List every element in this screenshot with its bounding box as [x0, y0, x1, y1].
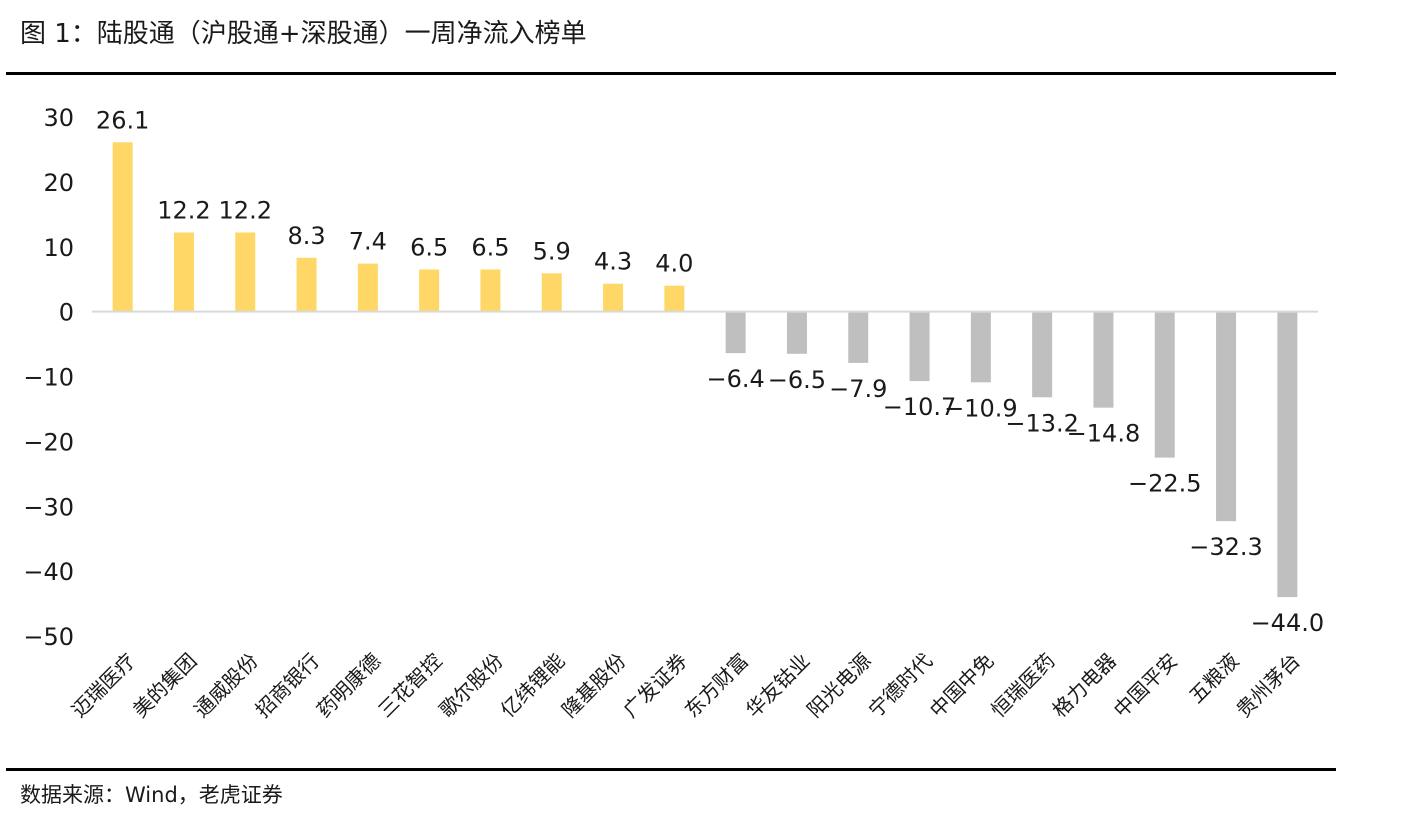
- bar-1: [112, 142, 133, 312]
- bar-7: [480, 269, 501, 312]
- x-category-label: 格力电器: [1047, 649, 1121, 723]
- y-tick-label: −40: [23, 558, 74, 586]
- bar-6: [419, 269, 440, 312]
- y-tick-label: 20: [43, 169, 74, 197]
- x-category-label: 美的集团: [128, 649, 202, 723]
- bar-value-label: −14.8: [1067, 420, 1141, 448]
- bar-11: [725, 311, 746, 354]
- bar-17: [1093, 311, 1114, 408]
- x-category-label: 通威股份: [189, 649, 263, 723]
- x-category-label: 招商银行: [251, 649, 325, 723]
- bar-value-label: −10.7: [883, 393, 957, 421]
- bar-3: [235, 232, 256, 312]
- bar-value-label: −10.9: [944, 394, 1018, 422]
- y-tick-label: −10: [23, 364, 74, 392]
- x-category-label: 恒瑞医药: [986, 649, 1060, 723]
- bar-15: [970, 311, 991, 383]
- bar-2: [173, 232, 194, 312]
- bar-value-label: 4.3: [594, 248, 632, 276]
- bar-4: [296, 257, 317, 312]
- x-category-label: 广发证券: [618, 649, 692, 723]
- x-category-label: 中国中免: [925, 649, 999, 723]
- bar-value-label: 8.3: [287, 222, 325, 250]
- bar-16: [1032, 311, 1053, 398]
- x-category-label: 亿纬锂能: [496, 649, 570, 723]
- bar-value-label: −32.3: [1189, 533, 1263, 561]
- x-category-label: 宁德时代: [864, 649, 938, 723]
- bar-value-label: 6.5: [471, 233, 509, 261]
- bar-20: [1277, 311, 1298, 598]
- bar-18: [1154, 311, 1175, 458]
- bars: [112, 142, 1298, 598]
- bar-5: [357, 263, 378, 312]
- x-category-label: 华友钴业: [741, 649, 815, 723]
- x-category-label: 三花智控: [373, 649, 447, 723]
- bar-value-label: 12.2: [219, 196, 272, 224]
- x-category-label: 阳光电源: [802, 649, 876, 723]
- bar-value-label: 7.4: [349, 228, 387, 256]
- bar-10: [664, 285, 685, 312]
- bar-value-label: −13.2: [1005, 409, 1079, 437]
- bar-value-label: −7.9: [829, 375, 887, 403]
- bar-14: [909, 311, 930, 382]
- top-divider: [6, 72, 1336, 75]
- x-category-label: 东方财富: [680, 649, 754, 723]
- y-tick-label: −20: [23, 428, 74, 456]
- bar-value-label: 5.9: [533, 237, 571, 265]
- bar-value-label: 4.0: [655, 250, 693, 278]
- y-tick-label: 30: [43, 104, 74, 132]
- bar-13: [848, 311, 869, 363]
- x-category-label: 迈瑞医疗: [67, 649, 141, 723]
- bar-value-label: −6.4: [707, 365, 765, 393]
- x-category-label: 隆基股份: [557, 649, 631, 723]
- bar-9: [603, 283, 624, 312]
- x-axis-category-labels: 迈瑞医疗美的集团通威股份招商银行药明康德三花智控歌尔股份亿纬锂能隆基股份广发证券…: [67, 649, 1305, 723]
- chart-title: 图 1：陆股通（沪股通+深股通）一周净流入榜单: [20, 19, 587, 49]
- bar-19: [1216, 311, 1237, 522]
- y-tick-label: −50: [23, 623, 74, 651]
- y-axis-ticks: 30 20 10 0 −10 −20 −30 −40 −50: [23, 104, 74, 651]
- bar-8: [541, 273, 562, 312]
- bar-value-label: −44.0: [1251, 609, 1325, 637]
- data-source-note: 数据来源：Wind，老虎证券: [20, 783, 283, 807]
- bottom-divider: [6, 768, 1336, 771]
- x-category-label: 中国平安: [1109, 649, 1183, 723]
- bar-value-label: 6.5: [410, 233, 448, 261]
- bar-value-label: 26.1: [96, 106, 149, 134]
- value-labels: 26.1 12.2 12.2 8.3 7.4 6.5 6.5 5.9 4.3 4.0 −6.4 −6.…: [96, 106, 1324, 637]
- y-tick-label: 10: [43, 234, 74, 262]
- bar-value-label: −6.5: [768, 366, 826, 394]
- x-category-label: 五粮液: [1184, 649, 1243, 708]
- x-category-label: 歌尔股份: [434, 649, 508, 723]
- y-tick-label: 0: [59, 299, 74, 327]
- bar-value-label: −22.5: [1128, 470, 1202, 498]
- bar-12: [786, 311, 807, 354]
- bar-value-label: 12.2: [157, 196, 210, 224]
- y-tick-label: −30: [23, 493, 74, 521]
- x-category-label: 贵州茅台: [1231, 649, 1305, 723]
- x-category-label: 药明康德: [312, 649, 386, 723]
